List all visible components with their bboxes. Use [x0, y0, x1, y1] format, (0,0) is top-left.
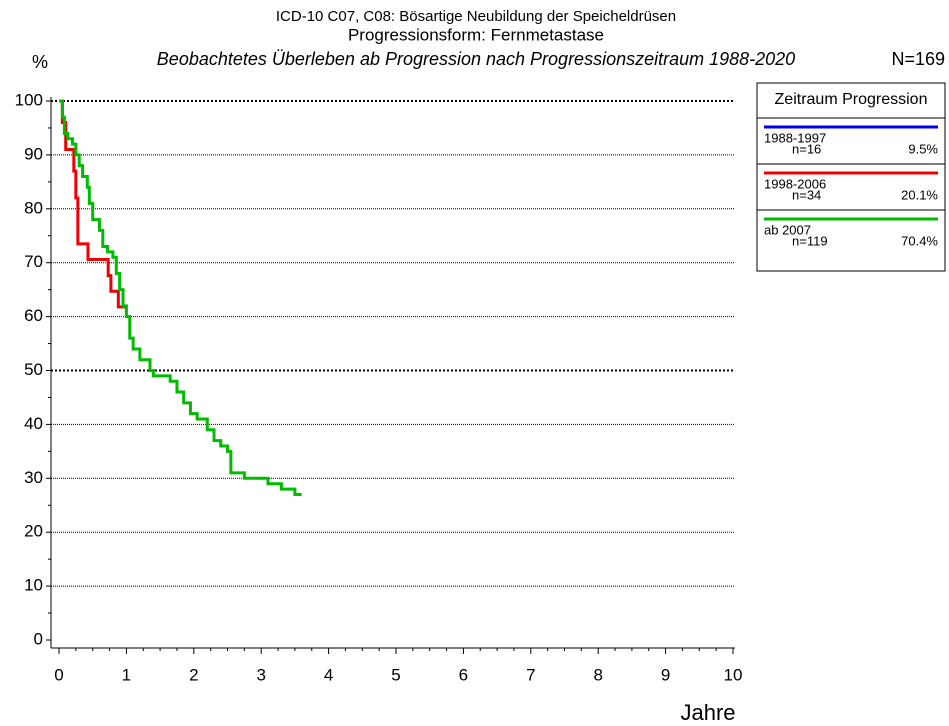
x-tick-label: 3 [256, 665, 265, 684]
x-tick-label: 1 [122, 665, 131, 684]
y-tick-label: 70 [24, 252, 43, 271]
x-tick-label: 4 [324, 665, 333, 684]
y-tick-label: 60 [24, 306, 43, 325]
legend-title: Zeitraum Progression [775, 91, 928, 108]
y-tick-label: 100 [15, 90, 43, 109]
survival-curve [59, 99, 302, 496]
legend-label: 1988-1997 [764, 130, 826, 145]
x-tick-label: 8 [593, 665, 602, 684]
chart-title: ICD-10 C07, C08: Bösartige Neubildung de… [276, 8, 676, 25]
chart-description: Beobachtetes Überleben ab Progression na… [157, 49, 795, 69]
x-tick-label: 5 [391, 665, 400, 684]
legend-count: n=119 [792, 233, 828, 248]
legend-share: 20.1% [901, 187, 938, 202]
y-tick-label: 90 [24, 144, 43, 163]
y-tick-label: 40 [24, 414, 43, 433]
y-tick-label: 20 [24, 522, 43, 541]
y-tick-label: 30 [24, 468, 43, 487]
y-axis-label: % [32, 52, 48, 72]
x-tick-label: 2 [189, 665, 198, 684]
legend-share: 9.5% [908, 141, 938, 156]
x-axis-label: Jahre [680, 700, 735, 725]
x-tick-label: 6 [459, 665, 468, 684]
x-tick-label: 0 [54, 665, 63, 684]
y-tick-label: 50 [24, 360, 43, 379]
legend-label: 1998-2006 [764, 176, 826, 191]
legend-count: n=34 [792, 187, 821, 202]
chart-subtitle: Progressionsform: Fernmetastase [348, 25, 604, 44]
x-tick-label: 10 [724, 665, 743, 684]
y-tick-label: 80 [24, 198, 43, 217]
x-tick-label: 9 [661, 665, 670, 684]
x-tick-label: 7 [526, 665, 535, 684]
total-count: N=169 [891, 49, 945, 69]
legend-share: 70.4% [901, 233, 938, 248]
legend-box [756, 82, 946, 272]
y-tick-label: 10 [24, 576, 43, 595]
legend-count: n=16 [792, 141, 821, 156]
y-tick-label: 0 [34, 629, 43, 648]
legend-label: ab 2007 [764, 222, 811, 237]
